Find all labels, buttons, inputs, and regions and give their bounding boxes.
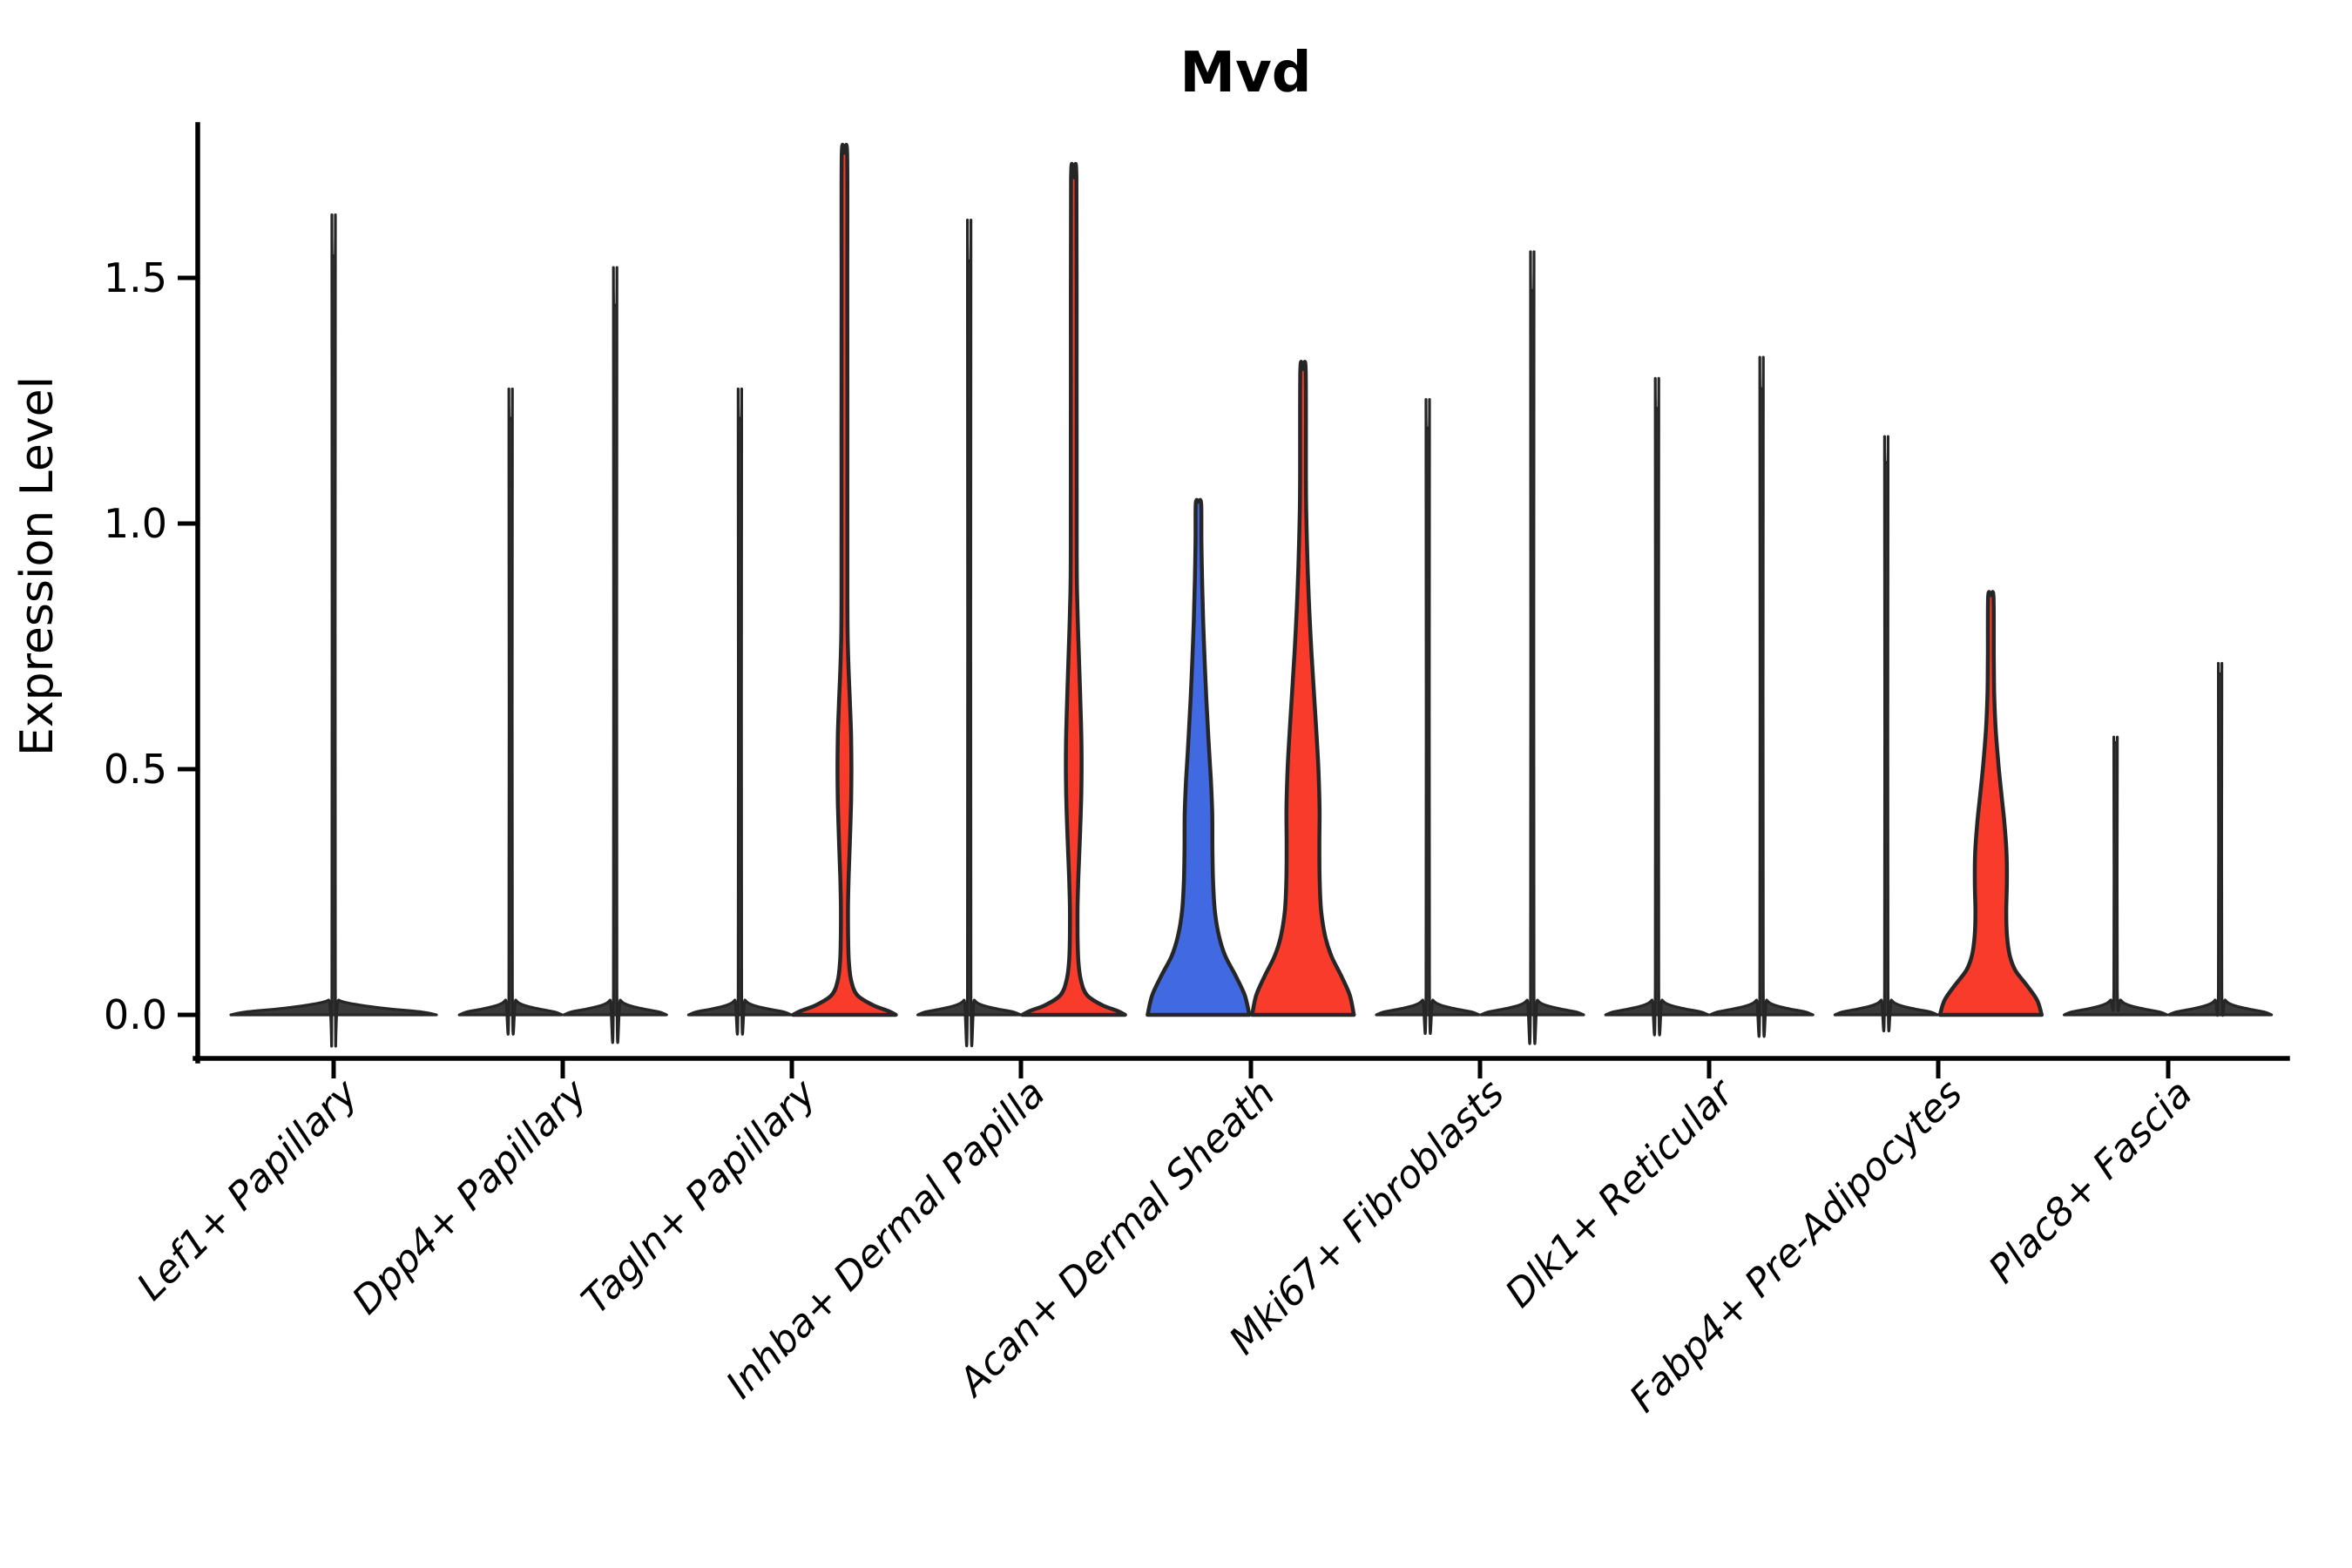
violin-6-left (1375, 398, 1481, 1035)
y-tick-label-0.0: 0.0 (104, 991, 167, 1038)
violin-7-right (1708, 355, 1815, 1038)
violins-layer (229, 142, 2274, 1048)
violin-5-right (1250, 360, 1356, 1017)
violin-9-left (2063, 735, 2169, 1017)
violin-3-right (791, 142, 898, 1017)
violin-7-left (1604, 377, 1710, 1037)
violin-8-right (1937, 590, 2044, 1017)
x-tick-label-9: Plac8+ Fascia (1980, 1071, 2200, 1292)
y-tick-label-1.0: 1.0 (104, 500, 167, 547)
x-tick-label-7: Dlk1+ Reticular (1497, 1070, 1743, 1316)
violin-3-left (686, 388, 793, 1036)
y-tick-label-1.5: 1.5 (104, 254, 167, 301)
x-axis: Lef1+ Papillary Dpp4+ Papillary Tagln+ P… (129, 1056, 2290, 1421)
violin-8-left (1833, 435, 1939, 1033)
violin-2-right (562, 266, 668, 1044)
y-axis: 0.0 0.5 1.0 1.5 (104, 122, 200, 1064)
y-tick-label-0.5: 0.5 (104, 746, 167, 793)
y-axis-label: Expression Level (11, 376, 64, 756)
x-tick-label-3: Tagln+ Papillary (573, 1071, 825, 1322)
plot-title: Mvd (1179, 41, 1311, 105)
x-tick-label-2: Dpp4+ Papillary (344, 1071, 597, 1323)
violin-6-right (1479, 250, 1585, 1045)
x-tick-label-1: Lef1+ Papillary (129, 1071, 368, 1309)
violin-2-left (457, 388, 564, 1036)
violin-5-left (1146, 497, 1252, 1017)
violin-1-full (229, 213, 438, 1048)
violin-4-left (916, 219, 1023, 1048)
violin-9-right (2167, 662, 2274, 1017)
violin-4-right (1020, 161, 1127, 1017)
